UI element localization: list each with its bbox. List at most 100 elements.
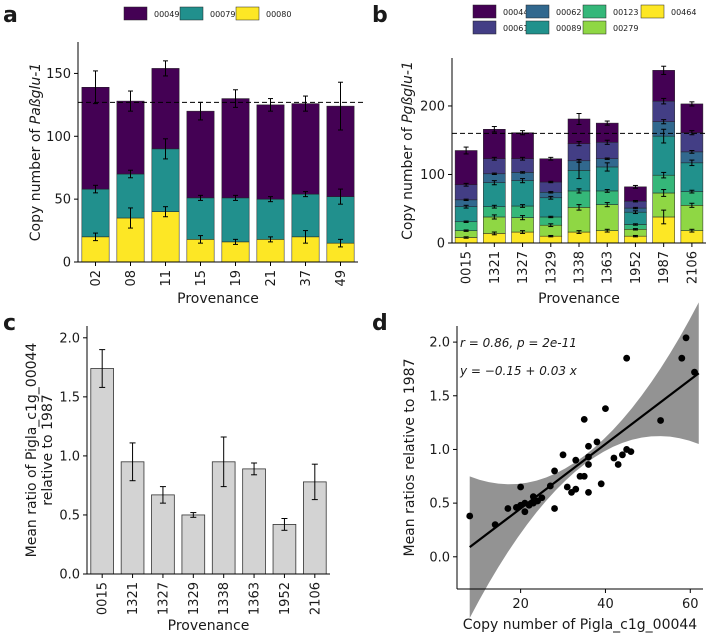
y-label-gene: Pgßglu-1 <box>400 61 416 123</box>
bar-segment-00079 <box>186 197 215 240</box>
scatter-point <box>657 417 664 424</box>
scatter-point <box>585 442 592 450</box>
y-tick-label: 0.0 <box>429 550 450 565</box>
bar-segment-00044 <box>680 103 704 133</box>
x-tick-label: 2106 <box>308 582 323 615</box>
x-tick-label: 1329 <box>187 582 202 615</box>
scatter-point <box>580 415 588 423</box>
panel-c: c 0.0 0.5 1.0 1.5 2.0 0015 1321 1327 1329 1338 1363… <box>3 311 330 634</box>
x-tick-label: 1952 <box>278 582 293 615</box>
bar-segment-00049 <box>151 68 180 150</box>
panel-letter: a <box>3 3 18 28</box>
x-tick-label: 19 <box>229 270 244 287</box>
legend-swatch-00062 <box>525 4 550 19</box>
legend-swatch-00061 <box>472 20 497 35</box>
x-tick-label: 1952 <box>629 251 644 284</box>
scatter-point <box>563 483 571 491</box>
x-axis-label: Provenance <box>538 291 620 307</box>
bar-segment-00044 <box>624 186 647 202</box>
y-tick-label: 0 <box>437 237 445 252</box>
scatter-point <box>580 472 588 480</box>
y-tick-label: 0 <box>63 256 71 271</box>
x-tick-label: 1363 <box>601 251 616 284</box>
scatter-point <box>610 454 618 462</box>
scatter-point <box>585 453 592 461</box>
bar-segment-00044 <box>454 150 478 186</box>
x-axis-label: Provenance <box>177 291 259 307</box>
scatter-point <box>504 505 512 512</box>
x-tick-label: 1327 <box>516 251 531 284</box>
y-axis-label: Mean ratios relative to 1987 <box>402 358 418 556</box>
y-tick-label: 0.0 <box>59 568 80 583</box>
bar-segment-00079 <box>221 197 250 243</box>
panel-letter: b <box>372 3 388 28</box>
legend-label-00279: 00279 <box>613 24 638 33</box>
bar-segment-00080 <box>256 239 285 263</box>
y-tick-label: 200 <box>420 99 445 114</box>
y-tick-label: 50 <box>54 193 71 208</box>
y-tick-label: 1.0 <box>429 443 450 458</box>
y-tick-label: 100 <box>46 130 71 145</box>
x-tick-label: 08 <box>124 270 139 287</box>
bar-segment-00089 <box>680 162 704 192</box>
x-tick-label: 21 <box>264 270 279 287</box>
legend-label-00061: 00061 <box>503 24 528 33</box>
x-tick-label: 2106 <box>685 251 700 284</box>
bar-segment-00061 <box>567 143 591 162</box>
legend-swatch-00089 <box>525 20 550 35</box>
legend-label-00079: 00079 <box>210 10 235 19</box>
x-tick-label: 49 <box>334 270 349 287</box>
x-axis-label: Provenance <box>168 618 250 634</box>
x-tick-label: 02 <box>89 270 104 287</box>
legend-swatch-00123 <box>582 4 607 19</box>
bar-1363 <box>242 468 266 575</box>
x-tick-label: 15 <box>194 270 209 287</box>
bar-segment-00061 <box>511 158 534 173</box>
x-tick-label: 0015 <box>96 582 111 615</box>
bar-segment-00061 <box>454 184 478 201</box>
panel-letter: d <box>372 311 388 336</box>
scatter-point <box>551 505 558 512</box>
scatter-point <box>627 448 635 455</box>
bar-segment-00080 <box>151 211 180 263</box>
panel-b: b 0 100 200 0015 1321 1327 1329 1338 1363 1952 1987… <box>372 3 708 307</box>
y-label-gene: Paßglu-1 <box>28 63 44 124</box>
legend-label-00089: 00089 <box>556 24 581 33</box>
scatter-point <box>572 456 580 464</box>
scatter-point <box>614 461 622 468</box>
scatter-point <box>521 508 529 516</box>
legend-swatch-00044 <box>472 4 497 19</box>
x-tick-label: 1987 <box>657 251 672 284</box>
panel-letter: c <box>3 311 16 336</box>
x-tick-label: 1338 <box>217 582 232 615</box>
scatter-point <box>546 482 554 490</box>
y-axis-label: Copy number of Pgßglu-1 <box>400 61 416 240</box>
y-tick-label: 2.0 <box>59 331 80 346</box>
bar-segment-00080 <box>221 241 250 263</box>
x-tick-label: 40 <box>597 597 614 612</box>
x-tick-label: 1338 <box>573 251 588 284</box>
bar-segment-00089 <box>539 197 563 218</box>
y-tick-label: 0.5 <box>59 508 80 523</box>
legend-label-00062: 00062 <box>556 8 581 17</box>
bar-1329 <box>181 514 206 575</box>
scatter-point <box>517 483 525 491</box>
bar-segment-00279 <box>680 205 704 231</box>
bar-1952 <box>272 524 297 575</box>
y-tick-label: 1.5 <box>429 389 450 404</box>
x-tick-label: 1321 <box>126 582 141 615</box>
y-axis-label-line2: relative to 1987 <box>40 394 56 505</box>
bar-segment-00049 <box>291 103 320 195</box>
scatter-point <box>678 354 686 362</box>
scatter-point <box>491 521 499 528</box>
y-axis-label-line1: Mean ratio of Pigla_c1g_00044 <box>24 343 40 558</box>
bar-segment-00279 <box>567 207 591 233</box>
legend-label-00080: 00080 <box>266 10 291 19</box>
scatter-point <box>691 368 698 376</box>
bar-segment-00089 <box>511 180 534 207</box>
legend-label-00123: 00123 <box>613 8 638 17</box>
x-tick-label: 37 <box>299 270 314 287</box>
x-tick-label: 1327 <box>156 582 171 615</box>
bar-segment-00079 <box>256 198 285 240</box>
